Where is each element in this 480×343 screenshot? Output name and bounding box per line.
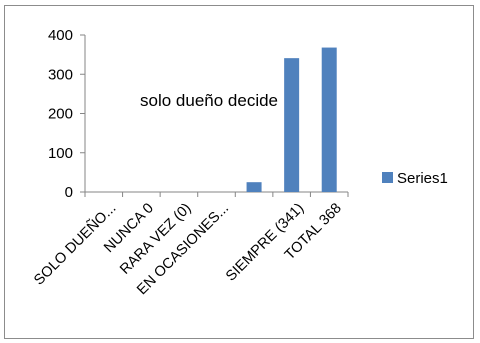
y-tick-label: 200 <box>48 106 73 123</box>
y-tick-label: 300 <box>48 66 73 83</box>
legend-label: Series1 <box>397 170 448 187</box>
y-ticks: 0 100 200 300 400 <box>48 27 85 201</box>
bar <box>321 47 337 193</box>
legend-swatch <box>382 172 393 183</box>
x-ticks <box>84 192 349 197</box>
y-tick-label: 100 <box>48 145 73 162</box>
y-tick-label: 400 <box>48 27 73 44</box>
chart-frame <box>4 5 474 339</box>
legend: Series1 <box>382 170 448 187</box>
bars <box>246 47 337 193</box>
chart-title: solo dueño decide <box>140 91 278 110</box>
bar <box>284 58 300 192</box>
bar <box>246 182 262 192</box>
y-tick-label: 0 <box>65 184 73 201</box>
